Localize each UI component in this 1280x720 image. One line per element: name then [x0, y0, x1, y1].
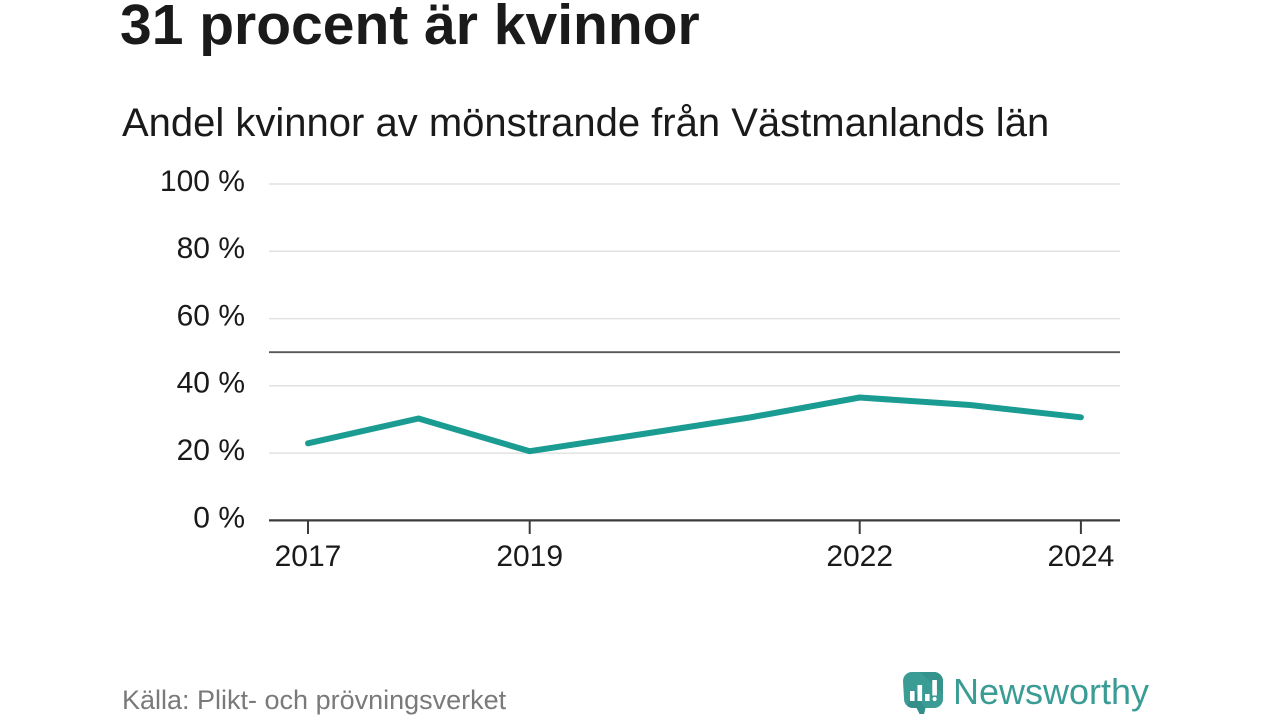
svg-text:2017: 2017: [275, 540, 342, 573]
svg-text:2022: 2022: [826, 540, 893, 573]
svg-text:0 %: 0 %: [193, 501, 245, 534]
svg-text:80 %: 80 %: [177, 232, 245, 265]
svg-text:2019: 2019: [496, 540, 563, 573]
svg-text:100 %: 100 %: [160, 165, 245, 198]
svg-text:20 %: 20 %: [177, 434, 245, 467]
svg-text:60 %: 60 %: [177, 300, 245, 333]
svg-text:2024: 2024: [1048, 540, 1115, 573]
svg-text:40 %: 40 %: [177, 367, 245, 400]
